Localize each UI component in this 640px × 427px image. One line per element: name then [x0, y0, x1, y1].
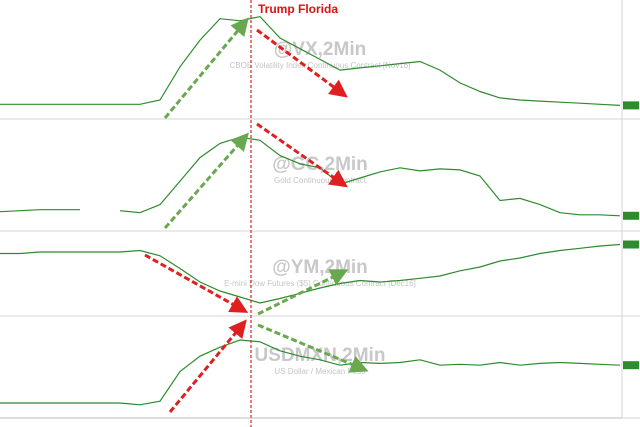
panel-title: @GC,2Min [272, 154, 368, 175]
panel-title: @YM,2Min [272, 257, 368, 278]
panel-subtitle: CBOE Volatility Index Continuous Contrac… [230, 61, 411, 70]
panel-subtitle: Gold Continuous Contract [274, 176, 367, 185]
panel-title: @VX,2Min [274, 39, 366, 60]
annotation: Trump Florida [258, 2, 338, 16]
price-tag [623, 211, 639, 220]
price-line [0, 243, 621, 304]
trend-arrows [144, 17, 369, 413]
price-tag [623, 240, 639, 249]
price-tag [623, 361, 639, 370]
price-line [0, 339, 621, 406]
panel-subtitle: E-mini Dow Futures ($5) Continuous Contr… [224, 279, 416, 288]
price-line [0, 209, 80, 213]
panel-subtitle: US Dollar / Mexican Peso [274, 367, 366, 376]
price-line [0, 15, 621, 106]
price-line [119, 136, 621, 217]
price-tag [623, 101, 639, 110]
